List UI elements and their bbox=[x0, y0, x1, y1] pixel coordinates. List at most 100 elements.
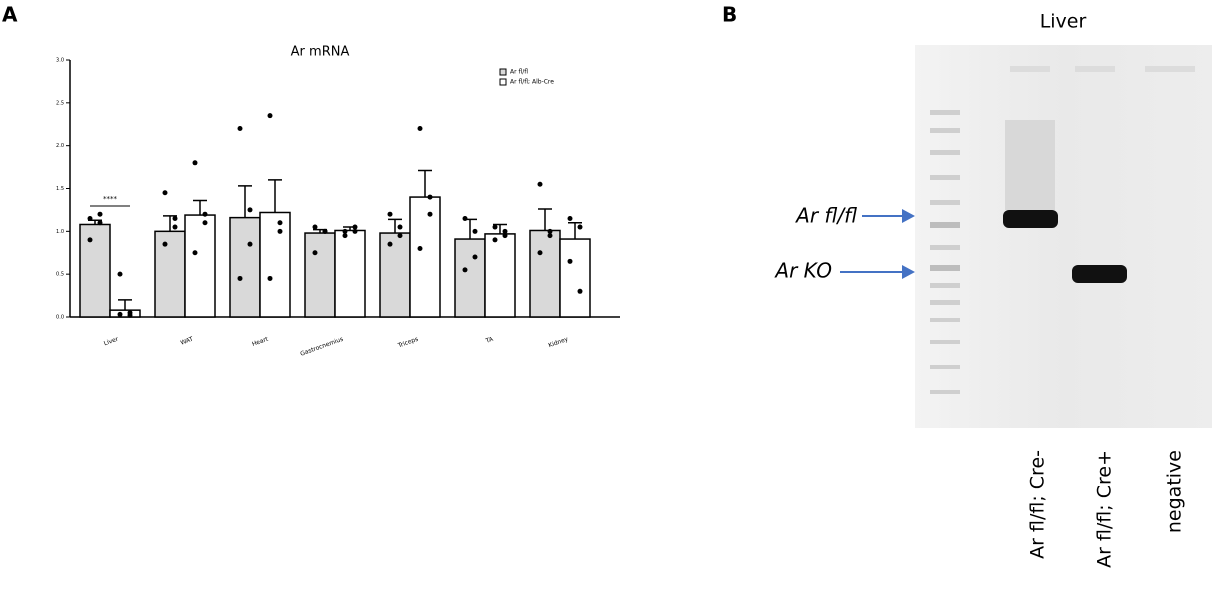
data-point bbox=[97, 220, 103, 226]
bar bbox=[109, 309, 141, 318]
band-label: Ar fl/fl bbox=[794, 204, 857, 228]
error-bar bbox=[163, 215, 177, 232]
error-bar bbox=[238, 185, 252, 218]
error-bar bbox=[538, 208, 552, 231]
y-tick-label: 2.0 bbox=[56, 143, 64, 149]
data-point bbox=[342, 233, 348, 239]
y-tick-label: 2.5 bbox=[56, 100, 64, 106]
bar bbox=[304, 232, 336, 318]
data-point bbox=[162, 241, 168, 247]
data-point bbox=[237, 275, 243, 281]
x-tick-label: TA bbox=[484, 335, 495, 345]
smear bbox=[1005, 120, 1055, 210]
data-point bbox=[237, 126, 243, 132]
chart-area: 0.0 0.5 1.0 1.5 2.0 2.5 3.0 Liver WAT Heart Gastro… bbox=[56, 58, 620, 358]
lane-label: negative bbox=[1164, 450, 1186, 533]
data-point bbox=[547, 233, 553, 239]
band-label: Ar KO bbox=[773, 259, 832, 283]
error-bar bbox=[193, 199, 207, 216]
bar bbox=[259, 211, 291, 318]
data-point bbox=[577, 224, 583, 230]
data-point bbox=[117, 311, 123, 317]
data-point bbox=[352, 224, 358, 230]
bar bbox=[559, 238, 591, 318]
data-point bbox=[277, 220, 283, 226]
bar bbox=[229, 216, 261, 318]
chart-title: Ar mRNA bbox=[291, 45, 350, 60]
data-point bbox=[427, 194, 433, 200]
legend-label: Ar fl/fl; Alb-Cre bbox=[510, 79, 554, 86]
data-point bbox=[472, 228, 478, 234]
panel-label: B bbox=[722, 3, 737, 27]
x-tick-label: Heart bbox=[251, 335, 270, 348]
data-point bbox=[267, 275, 273, 281]
error-bar bbox=[568, 222, 582, 240]
x-tick-label: Kidney bbox=[548, 336, 570, 350]
data-point bbox=[312, 224, 318, 230]
arrow bbox=[840, 209, 915, 279]
data-point bbox=[397, 233, 403, 239]
error-bar bbox=[268, 179, 282, 213]
data-point bbox=[192, 160, 198, 166]
band bbox=[1072, 265, 1127, 283]
legend-label: Ar fl/fl bbox=[510, 69, 528, 76]
data-point bbox=[312, 250, 318, 256]
y-tick-label: 0.5 bbox=[56, 272, 64, 278]
error-bar bbox=[493, 223, 507, 234]
y-tick-label: 3.0 bbox=[56, 58, 64, 64]
x-tick-label: Gastrocnemius bbox=[299, 336, 344, 358]
bar bbox=[379, 232, 411, 318]
data-point bbox=[417, 245, 423, 251]
data-point bbox=[97, 211, 103, 217]
data-point bbox=[247, 207, 253, 213]
error-bar bbox=[418, 169, 432, 198]
data-point bbox=[472, 254, 478, 260]
bar bbox=[484, 233, 516, 318]
data-point bbox=[537, 181, 543, 187]
wells bbox=[1010, 66, 1195, 72]
data-point bbox=[577, 288, 583, 294]
data-point bbox=[117, 271, 123, 277]
lane-label: Ar fl/fl; Cre- bbox=[1027, 450, 1049, 559]
data-point bbox=[162, 190, 168, 196]
x-tick-label: Liver bbox=[103, 336, 120, 348]
data-point bbox=[247, 241, 253, 247]
data-point bbox=[127, 312, 133, 318]
gel bbox=[915, 45, 1212, 428]
bar bbox=[184, 214, 216, 318]
x-tick-label: Triceps bbox=[396, 336, 419, 350]
ladder bbox=[930, 110, 960, 394]
bar bbox=[409, 196, 441, 318]
lane-label: Ar fl/fl; Cre+ bbox=[1094, 450, 1116, 568]
data-point bbox=[387, 211, 393, 217]
data-point bbox=[417, 126, 423, 132]
data-point bbox=[322, 228, 328, 234]
panel-label: A bbox=[2, 3, 18, 27]
data-point bbox=[547, 228, 553, 234]
data-point bbox=[342, 228, 348, 234]
data-point bbox=[462, 267, 468, 273]
bar bbox=[154, 230, 186, 318]
data-point bbox=[537, 250, 543, 256]
data-point bbox=[397, 224, 403, 230]
data-point bbox=[462, 215, 468, 221]
data-point bbox=[492, 237, 498, 243]
bar bbox=[454, 238, 486, 318]
annotation: **** bbox=[103, 195, 118, 203]
data-point bbox=[427, 211, 433, 217]
data-point bbox=[172, 224, 178, 230]
error-bar bbox=[388, 218, 402, 234]
data-point bbox=[192, 250, 198, 256]
data-point bbox=[202, 220, 208, 226]
bar bbox=[79, 223, 111, 318]
y-tick-label: 1.0 bbox=[56, 229, 64, 235]
gel-title: Liver bbox=[1040, 11, 1087, 33]
data-point bbox=[267, 113, 273, 119]
y-tick-label: 1.5 bbox=[56, 186, 64, 192]
data-point bbox=[87, 215, 93, 221]
data-point bbox=[387, 241, 393, 247]
data-point bbox=[202, 211, 208, 217]
band bbox=[1003, 210, 1058, 228]
error-bar bbox=[118, 299, 132, 311]
